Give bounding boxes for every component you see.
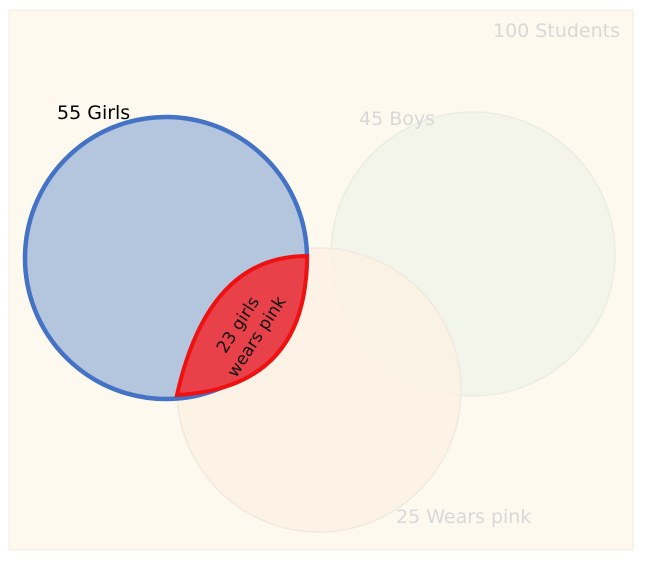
girls-pink-intersection (174, 253, 310, 398)
girls-label: 55 Girls (57, 102, 130, 124)
pink-label: 25 Wears pink (396, 506, 531, 528)
universe-label: 100 Students (493, 20, 620, 42)
boys-label: 45 Boys (359, 108, 435, 130)
